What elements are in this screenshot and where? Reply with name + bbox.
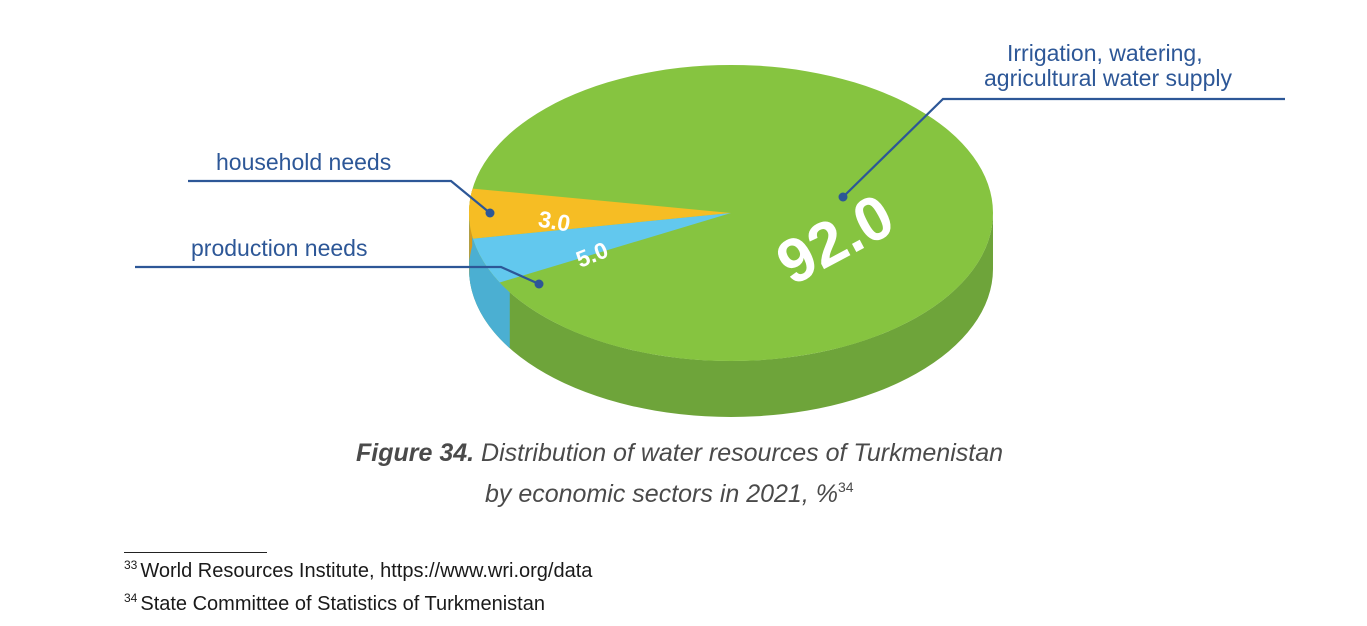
- caption-line-1: Distribution of water resources of Turkm…: [481, 439, 1004, 467]
- pie-chart: 92.0 3.0 5.0 Irrigation, watering, agric…: [135, 40, 1285, 417]
- caption-line-2-wrap: by economic sectors in 2021, %34: [356, 470, 1116, 511]
- leader-line-irrigation: [842, 97, 1285, 198]
- leader-line-household: [188, 179, 491, 214]
- leader-line-production: [135, 265, 540, 286]
- figure-number: Figure 34.: [356, 439, 475, 467]
- slice-value-household: 3.0: [536, 206, 572, 237]
- callout-label-irrigation: Irrigation, watering, agricultural water…: [984, 40, 1233, 91]
- pie-slice-production: [472, 213, 731, 283]
- callout-irrigation: Irrigation, watering, agricultural water…: [838, 40, 1285, 202]
- callout-label-irrigation-line2: agricultural water supply: [984, 65, 1233, 91]
- callout-production: production needs: [135, 235, 544, 289]
- footnote-marker: 34: [124, 591, 138, 605]
- footnote-33: 33 World Resources Institute, https://www…: [124, 558, 592, 583]
- leader-dot-production: [534, 279, 544, 289]
- footnote-34: 34 State Committee of Statistics of Turkm…: [124, 591, 545, 616]
- callout-label-production: production needs: [191, 235, 367, 261]
- footnote-marker: 33: [124, 558, 138, 572]
- callout-label-irrigation-line1: Irrigation, watering,: [1007, 40, 1203, 66]
- callout-household: household needs: [188, 149, 495, 218]
- callout-label-household: household needs: [216, 149, 391, 175]
- footnote-text: State Committee of Statistics of Turkmen…: [140, 593, 545, 615]
- pie-side-irrigation: [469, 213, 993, 417]
- footnote-divider: [124, 552, 267, 553]
- pie-side-production: [469, 217, 510, 349]
- footnote-text: World Resources Institute, https://www.w…: [140, 560, 593, 582]
- leader-dot-household: [485, 208, 495, 218]
- caption-line-2: by economic sectors in 2021, %: [485, 480, 838, 508]
- figure-caption: Figure 34. Distribution of water resourc…: [356, 436, 1116, 511]
- leader-dot-irrigation: [838, 192, 848, 202]
- caption-footnote-marker: 34: [837, 479, 854, 495]
- pie-slice-household: [469, 188, 731, 239]
